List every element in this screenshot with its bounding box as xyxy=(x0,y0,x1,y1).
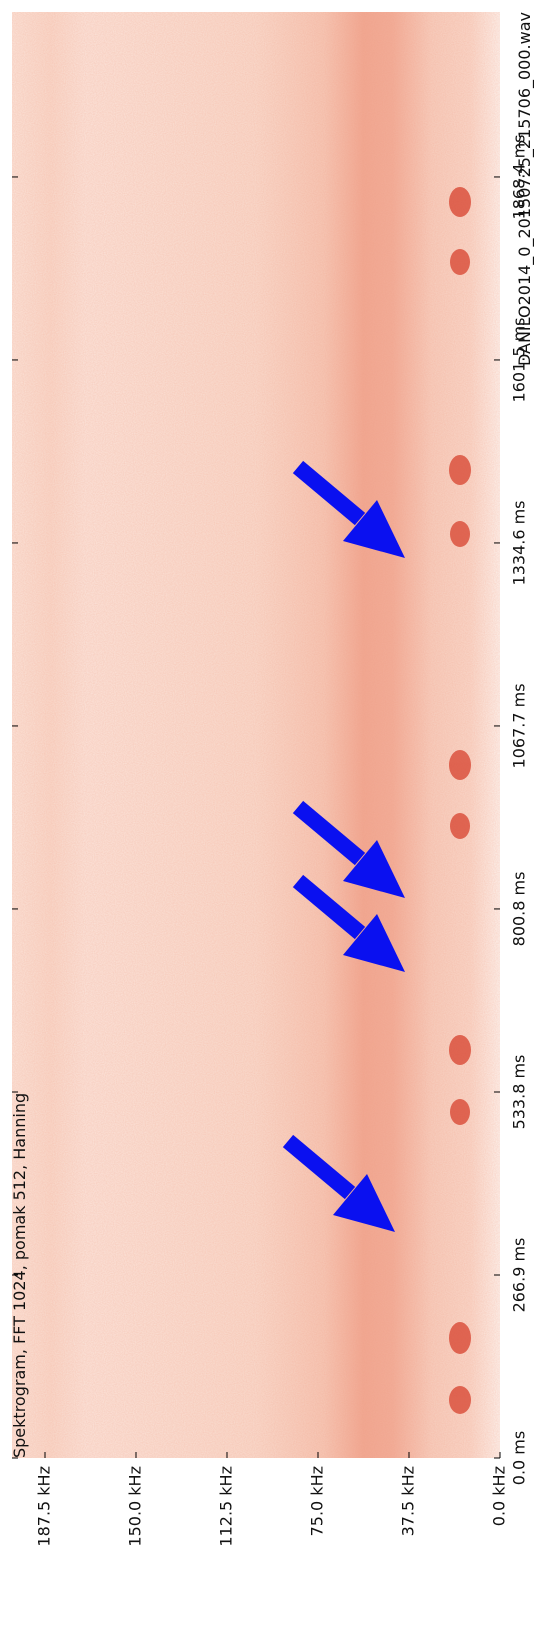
call-pulse xyxy=(449,1386,471,1414)
call-pulses xyxy=(449,187,471,1414)
y-tick-label: 37.5 kHz xyxy=(399,1466,418,1536)
x-tick-label: 1868.4 ms xyxy=(510,134,529,219)
x-tick-label: 0.0 ms xyxy=(510,1431,529,1485)
y-tick-label: 0.0 kHz xyxy=(490,1466,509,1526)
chart-subtitle: DANILO2014_0_20150725_215706_000.wav xyxy=(515,12,535,366)
arrow xyxy=(292,874,405,972)
annotation-arrows xyxy=(282,460,405,1232)
y-tick-label: 75.0 kHz xyxy=(308,1466,327,1536)
rotated-plot: Spektrogram, FFT 1024, pomak 512, Hannin… xyxy=(10,12,535,1547)
call-pulse xyxy=(449,455,471,485)
call-pulse xyxy=(449,750,471,780)
x-tick-label: 800.8 ms xyxy=(510,872,529,947)
call-pulse xyxy=(450,249,470,275)
y-tick-label: 187.5 kHz xyxy=(35,1466,54,1547)
x-tick-label: 1067.7 ms xyxy=(510,683,529,768)
call-pulse xyxy=(449,1035,471,1065)
call-pulse xyxy=(449,187,471,217)
y-tick-label: 112.5 kHz xyxy=(217,1466,236,1547)
chart-title: Spektrogram, FFT 1024, pomak 512, Hannin… xyxy=(10,1093,29,1458)
call-pulse xyxy=(450,1099,470,1125)
spectrogram-noise xyxy=(12,12,500,1458)
x-tick-label: 1601.5 ms xyxy=(510,317,529,402)
y-tick-label: 150.0 kHz xyxy=(126,1466,145,1547)
call-pulse xyxy=(450,813,470,839)
x-tick-label: 1334.6 ms xyxy=(510,500,529,585)
x-tick-label: 266.9 ms xyxy=(510,1238,529,1313)
x-tick-label: 533.8 ms xyxy=(510,1055,529,1130)
call-pulse xyxy=(450,521,470,547)
call-pulse xyxy=(449,1322,471,1354)
arrow xyxy=(292,800,405,898)
arrow xyxy=(292,460,405,558)
arrow xyxy=(282,1134,395,1232)
